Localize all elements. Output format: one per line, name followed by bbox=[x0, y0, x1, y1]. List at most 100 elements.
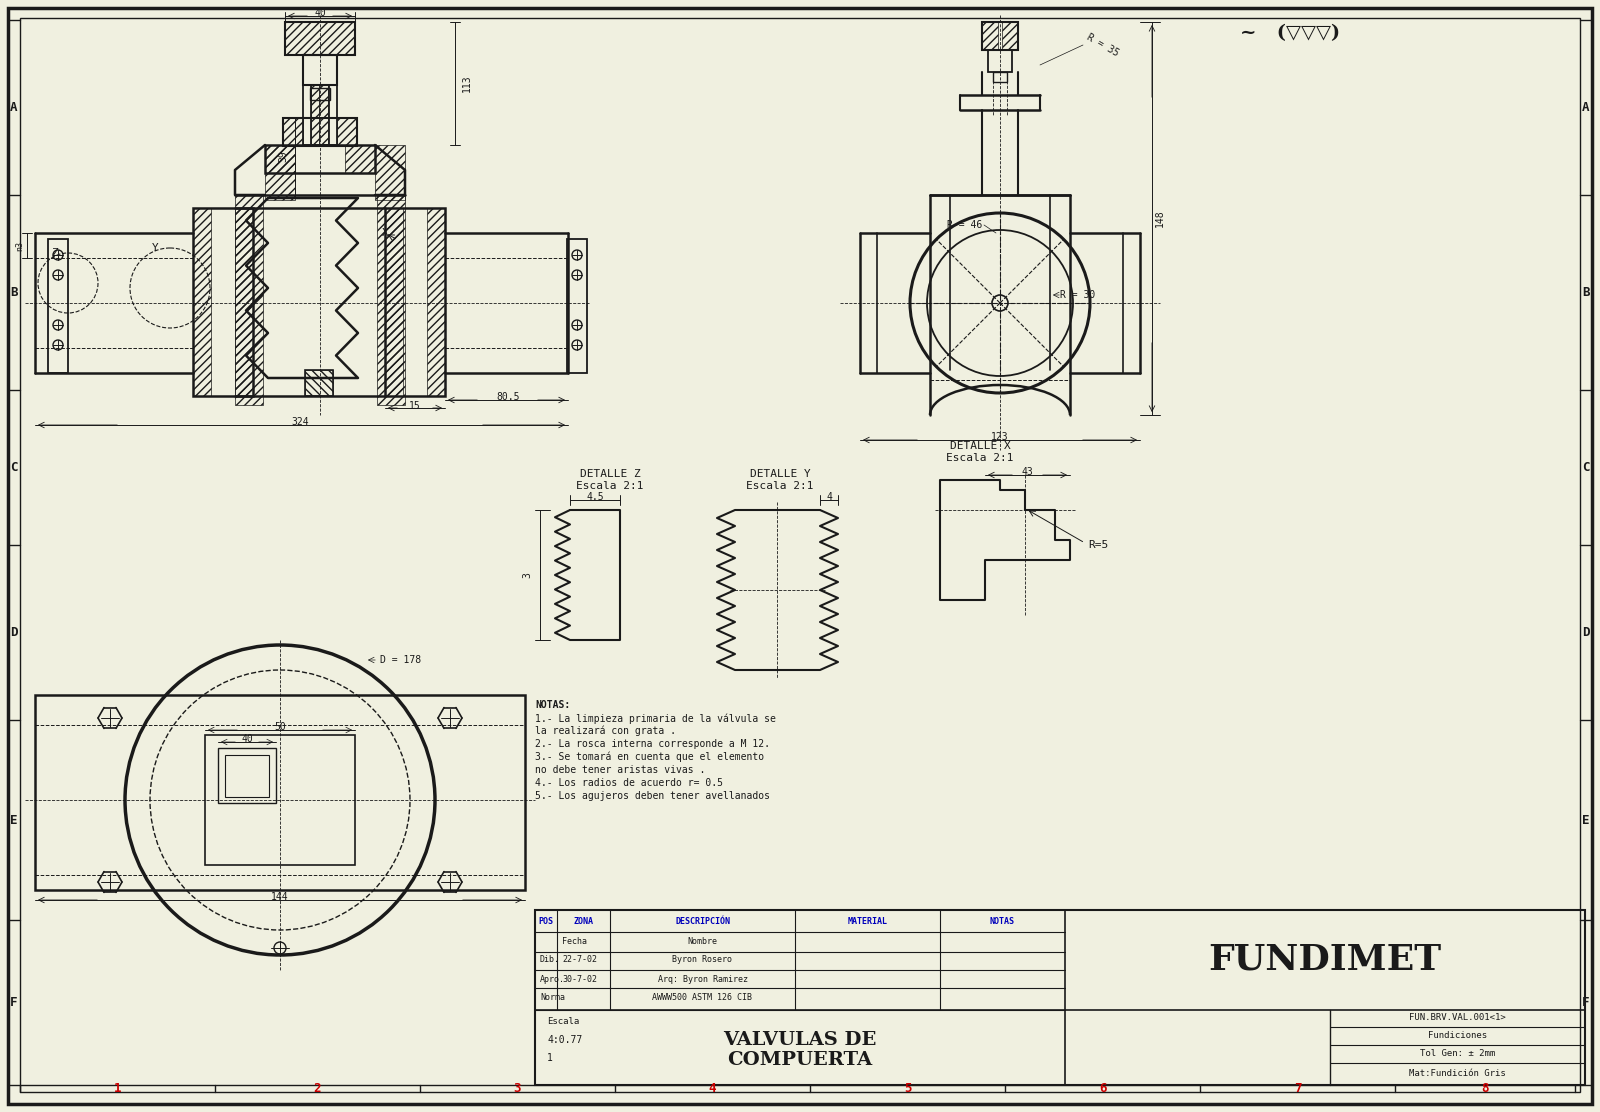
Text: R = 30: R = 30 bbox=[1059, 290, 1096, 300]
Text: 39: 39 bbox=[278, 150, 288, 162]
Bar bbox=[266, 145, 294, 200]
Text: 5: 5 bbox=[904, 1082, 912, 1094]
Text: Nombre: Nombre bbox=[688, 936, 717, 945]
Text: 3: 3 bbox=[522, 572, 531, 578]
Bar bbox=[318, 85, 328, 145]
Text: 144: 144 bbox=[270, 892, 290, 902]
Text: Y: Y bbox=[152, 244, 158, 254]
Text: 4: 4 bbox=[709, 1082, 717, 1094]
Bar bbox=[35, 695, 525, 890]
Bar bbox=[534, 910, 1586, 1085]
Text: 4: 4 bbox=[826, 492, 832, 502]
Bar bbox=[235, 208, 253, 396]
Bar bbox=[310, 85, 318, 145]
Text: 40: 40 bbox=[314, 8, 326, 18]
Text: R = 46: R = 46 bbox=[947, 220, 982, 230]
Text: 6: 6 bbox=[1099, 1082, 1106, 1094]
Text: 4.5: 4.5 bbox=[586, 492, 603, 502]
Bar bbox=[283, 118, 302, 146]
Bar bbox=[566, 239, 587, 373]
Text: 4:0.77: 4:0.77 bbox=[547, 1035, 582, 1045]
Bar bbox=[226, 755, 269, 797]
Text: 3: 3 bbox=[514, 1082, 522, 1094]
Text: 50: 50 bbox=[274, 722, 286, 732]
Text: 123: 123 bbox=[990, 431, 1010, 441]
Bar bbox=[1066, 910, 1586, 1010]
Text: 5.- Los agujeros deben tener avellanados: 5.- Los agujeros deben tener avellanados bbox=[534, 791, 770, 801]
Bar bbox=[374, 145, 405, 200]
Bar bbox=[338, 118, 357, 146]
Bar bbox=[994, 72, 1006, 82]
Bar bbox=[1002, 22, 1018, 50]
Text: 148: 148 bbox=[1155, 209, 1165, 227]
Bar bbox=[386, 208, 445, 396]
Text: 8: 8 bbox=[1482, 1082, 1488, 1094]
Text: A: A bbox=[1582, 101, 1590, 115]
Text: 113: 113 bbox=[462, 75, 472, 92]
Text: 43: 43 bbox=[1021, 467, 1034, 477]
Text: Arq: Byron Ramirez: Arq: Byron Ramirez bbox=[658, 974, 747, 983]
Text: Apro.: Apro. bbox=[541, 974, 565, 983]
Text: R=5: R=5 bbox=[1088, 540, 1109, 550]
Text: 324: 324 bbox=[291, 417, 309, 427]
Text: FUNDIMET: FUNDIMET bbox=[1208, 943, 1442, 977]
Bar bbox=[306, 370, 333, 396]
Text: D = 178: D = 178 bbox=[381, 655, 421, 665]
Text: 15: 15 bbox=[410, 401, 421, 411]
Bar bbox=[386, 208, 403, 396]
Text: ~   (▽▽▽): ~ (▽▽▽) bbox=[1240, 24, 1341, 42]
Bar bbox=[302, 54, 338, 85]
Text: Dib.: Dib. bbox=[541, 955, 560, 964]
Text: C: C bbox=[1582, 461, 1590, 474]
Bar bbox=[205, 735, 355, 865]
Text: 40: 40 bbox=[242, 734, 253, 744]
Text: DETALLE Y
Escala 2:1: DETALLE Y Escala 2:1 bbox=[746, 469, 814, 490]
Text: no debe tener aristas vivas .: no debe tener aristas vivas . bbox=[534, 765, 706, 775]
Bar bbox=[194, 208, 211, 396]
Bar bbox=[285, 22, 355, 54]
Text: D: D bbox=[10, 626, 18, 639]
Text: Tol Gen: ± 2mm: Tol Gen: ± 2mm bbox=[1419, 1050, 1494, 1059]
Text: Fecha: Fecha bbox=[562, 936, 587, 945]
Text: F: F bbox=[1582, 996, 1590, 1009]
Text: D: D bbox=[1582, 626, 1590, 639]
Bar bbox=[283, 118, 357, 146]
Text: ZONA: ZONA bbox=[573, 916, 594, 925]
Text: X: X bbox=[382, 228, 389, 238]
Text: NOTAS: NOTAS bbox=[990, 916, 1014, 925]
Text: Mat:Fundición Gris: Mat:Fundición Gris bbox=[1410, 1069, 1506, 1078]
Text: 80.5: 80.5 bbox=[496, 393, 520, 403]
Bar bbox=[378, 195, 405, 405]
Text: C: C bbox=[10, 461, 18, 474]
Bar bbox=[306, 370, 333, 396]
Bar bbox=[218, 748, 277, 803]
Text: 3.- Se tomará en cuenta que el elemento: 3.- Se tomará en cuenta que el elemento bbox=[534, 752, 765, 763]
Text: NOTAS:: NOTAS: bbox=[534, 699, 570, 709]
Bar bbox=[346, 145, 374, 173]
Text: Fundiciones: Fundiciones bbox=[1427, 1032, 1486, 1041]
Text: DESCRIPCIÓN: DESCRIPCIÓN bbox=[675, 916, 730, 925]
Text: DETALLE Z
Escala 2:1: DETALLE Z Escala 2:1 bbox=[576, 469, 643, 490]
Bar bbox=[989, 50, 1013, 72]
Text: DETALLE X
Escala 2:1: DETALLE X Escala 2:1 bbox=[946, 441, 1014, 463]
Bar bbox=[194, 208, 253, 396]
Text: 22-7-02: 22-7-02 bbox=[562, 955, 597, 964]
Text: POS: POS bbox=[539, 916, 554, 925]
Bar bbox=[310, 88, 330, 100]
Bar bbox=[48, 239, 67, 373]
Bar bbox=[427, 208, 445, 396]
Bar bbox=[310, 85, 330, 145]
Bar bbox=[266, 145, 374, 173]
Bar bbox=[982, 22, 1018, 50]
Text: 2.- La rosca interna corresponde a M 12.: 2.- La rosca interna corresponde a M 12. bbox=[534, 739, 770, 749]
Text: E: E bbox=[10, 814, 18, 826]
Text: 4.- Los radios de acuerdo r= 0.5: 4.- Los radios de acuerdo r= 0.5 bbox=[534, 778, 723, 788]
Text: 7: 7 bbox=[1294, 1082, 1301, 1094]
Bar bbox=[285, 22, 355, 54]
Text: E: E bbox=[1582, 814, 1590, 826]
Text: n3: n3 bbox=[16, 241, 24, 251]
Text: B: B bbox=[10, 286, 18, 299]
Text: 2: 2 bbox=[314, 1082, 322, 1094]
Text: B: B bbox=[1582, 286, 1590, 299]
Bar bbox=[302, 85, 338, 145]
